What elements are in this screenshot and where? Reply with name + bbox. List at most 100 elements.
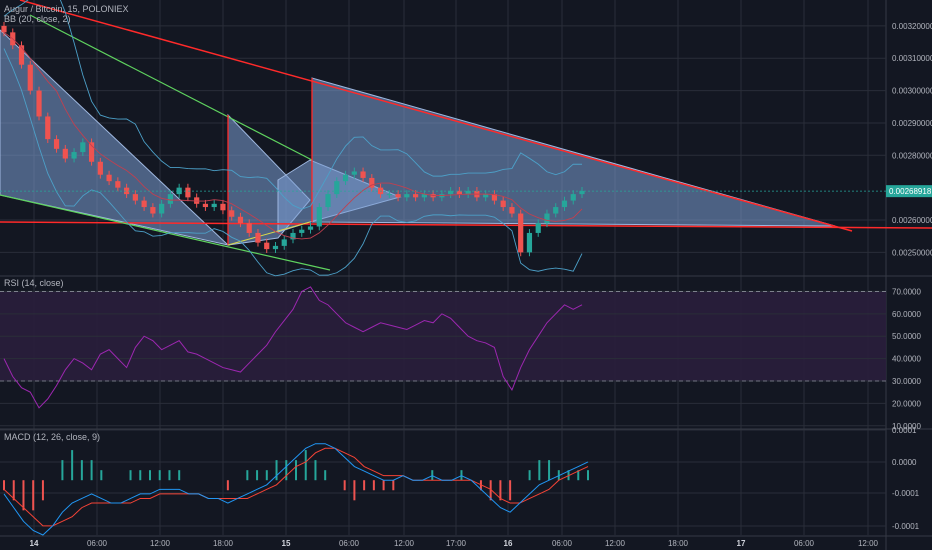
x-tick-label: 14 <box>30 539 39 548</box>
candle-body <box>88 142 95 162</box>
price-tick-label: 0.00290000 <box>892 119 932 128</box>
x-tick-label: 12:00 <box>605 539 626 548</box>
main-legend: Augur / Bitcoin, 15, POLONIEX BB (20, cl… <box>4 4 129 24</box>
candle-body <box>80 142 86 153</box>
candle-body <box>53 139 60 149</box>
candle-body <box>115 181 121 188</box>
candle-body <box>369 177 375 188</box>
bb-indicator-label[interactable]: BB (20, close, 2) <box>4 14 71 24</box>
candle-body <box>124 187 130 195</box>
candle-body <box>570 194 576 201</box>
candle-body <box>18 45 25 65</box>
x-tick-label: 15 <box>282 539 291 548</box>
macd-tick-label: -0.0001 <box>892 489 920 498</box>
candle-body <box>272 245 279 250</box>
candle-body <box>456 190 462 195</box>
candle-body <box>281 239 287 246</box>
x-tick-label: 12:00 <box>150 539 171 548</box>
x-tick-label: 06:00 <box>552 539 573 548</box>
candle-body <box>334 181 340 195</box>
rsi-tick-label: 70.0000 <box>892 287 921 296</box>
candle-body <box>264 242 270 250</box>
macd-tick-label: 0.0000 <box>892 458 917 467</box>
candle-body <box>526 232 533 253</box>
last-price-label: 0.00268918 <box>889 187 932 196</box>
rsi-tick-label: 60.0000 <box>892 310 921 319</box>
candle-body <box>132 194 138 201</box>
candle-body <box>150 207 156 214</box>
candle-body <box>360 171 366 178</box>
candle-body <box>159 203 165 214</box>
rsi-legend[interactable]: RSI (14, close) <box>4 278 64 288</box>
x-tick-label: 06:00 <box>339 539 360 548</box>
candle-body <box>465 190 471 195</box>
macd-line <box>3 443 589 536</box>
candle-body <box>395 194 401 198</box>
candle-body <box>185 187 191 198</box>
macd-tick-label: -0.0001 <box>892 522 920 531</box>
candle-body <box>491 194 498 201</box>
candle-body <box>421 194 427 198</box>
candle-body <box>246 223 252 233</box>
rsi-line <box>3 286 583 409</box>
x-tick-label: 16 <box>504 539 513 548</box>
candle-body <box>27 64 33 91</box>
candle-body <box>97 161 103 175</box>
support-trendline <box>0 221 932 229</box>
candle-body <box>342 174 349 182</box>
candle-body <box>500 200 506 208</box>
candle-body <box>448 190 454 195</box>
rsi-tick-label: 20.0000 <box>892 399 921 408</box>
candle-body <box>553 207 559 214</box>
candle-body <box>229 210 235 217</box>
x-tick-label: 12:00 <box>394 539 415 548</box>
price-tick-label: 0.00310000 <box>892 54 932 63</box>
candle-body <box>211 203 217 208</box>
price-tick-label: 0.00300000 <box>892 87 932 96</box>
candle-body <box>579 190 585 195</box>
rsi-tick-label: 30.0000 <box>892 377 921 386</box>
candle-body <box>71 152 77 159</box>
x-tick-label: 06:00 <box>794 539 815 548</box>
candle-body <box>255 232 261 243</box>
candle-body <box>141 200 147 208</box>
candle-body <box>561 200 568 208</box>
candle-body <box>518 213 524 253</box>
price-tick-label: 0.00320000 <box>892 22 932 31</box>
rsi-tick-label: 40.0000 <box>892 355 921 364</box>
candle-body <box>1 25 7 33</box>
last-price-badge <box>886 185 932 198</box>
candle-body <box>307 226 314 230</box>
candle-body <box>62 148 68 159</box>
candle-body <box>483 194 489 198</box>
candle-body <box>45 116 51 140</box>
x-tick-label: 18:00 <box>213 539 234 548</box>
macd-legend[interactable]: MACD (12, 26, close, 9) <box>4 432 101 442</box>
candle-body <box>316 207 322 227</box>
price-tick-label: 0.00260000 <box>892 216 932 225</box>
candle-body <box>413 194 419 198</box>
candle-body <box>106 174 112 182</box>
resistance-trendline <box>19 0 853 232</box>
price-tick-label: 0.00280000 <box>892 151 932 160</box>
bollinger-lower <box>3 48 583 277</box>
candle-body <box>290 232 296 240</box>
candle-body <box>167 194 173 204</box>
candle-body <box>386 194 392 196</box>
x-tick-label: 12:00 <box>858 539 879 548</box>
candle-body <box>220 203 226 211</box>
rsi-tick-label: 10.0000 <box>892 422 921 431</box>
symbol-title[interactable]: Augur / Bitcoin, 15, POLONIEX <box>4 4 129 14</box>
price-tick-label: 0.00250000 <box>892 248 932 257</box>
lower-trendline-green <box>0 194 331 271</box>
candle-body <box>237 216 244 224</box>
rsi-tick-label: 50.0000 <box>892 332 921 341</box>
macd-signal-line <box>3 447 589 527</box>
candle-body <box>535 223 541 233</box>
candle-body <box>176 187 182 195</box>
candle-body <box>299 229 305 233</box>
x-tick-label: 06:00 <box>87 539 108 548</box>
upper-trendline-green <box>29 14 313 161</box>
candle-body <box>351 171 357 175</box>
